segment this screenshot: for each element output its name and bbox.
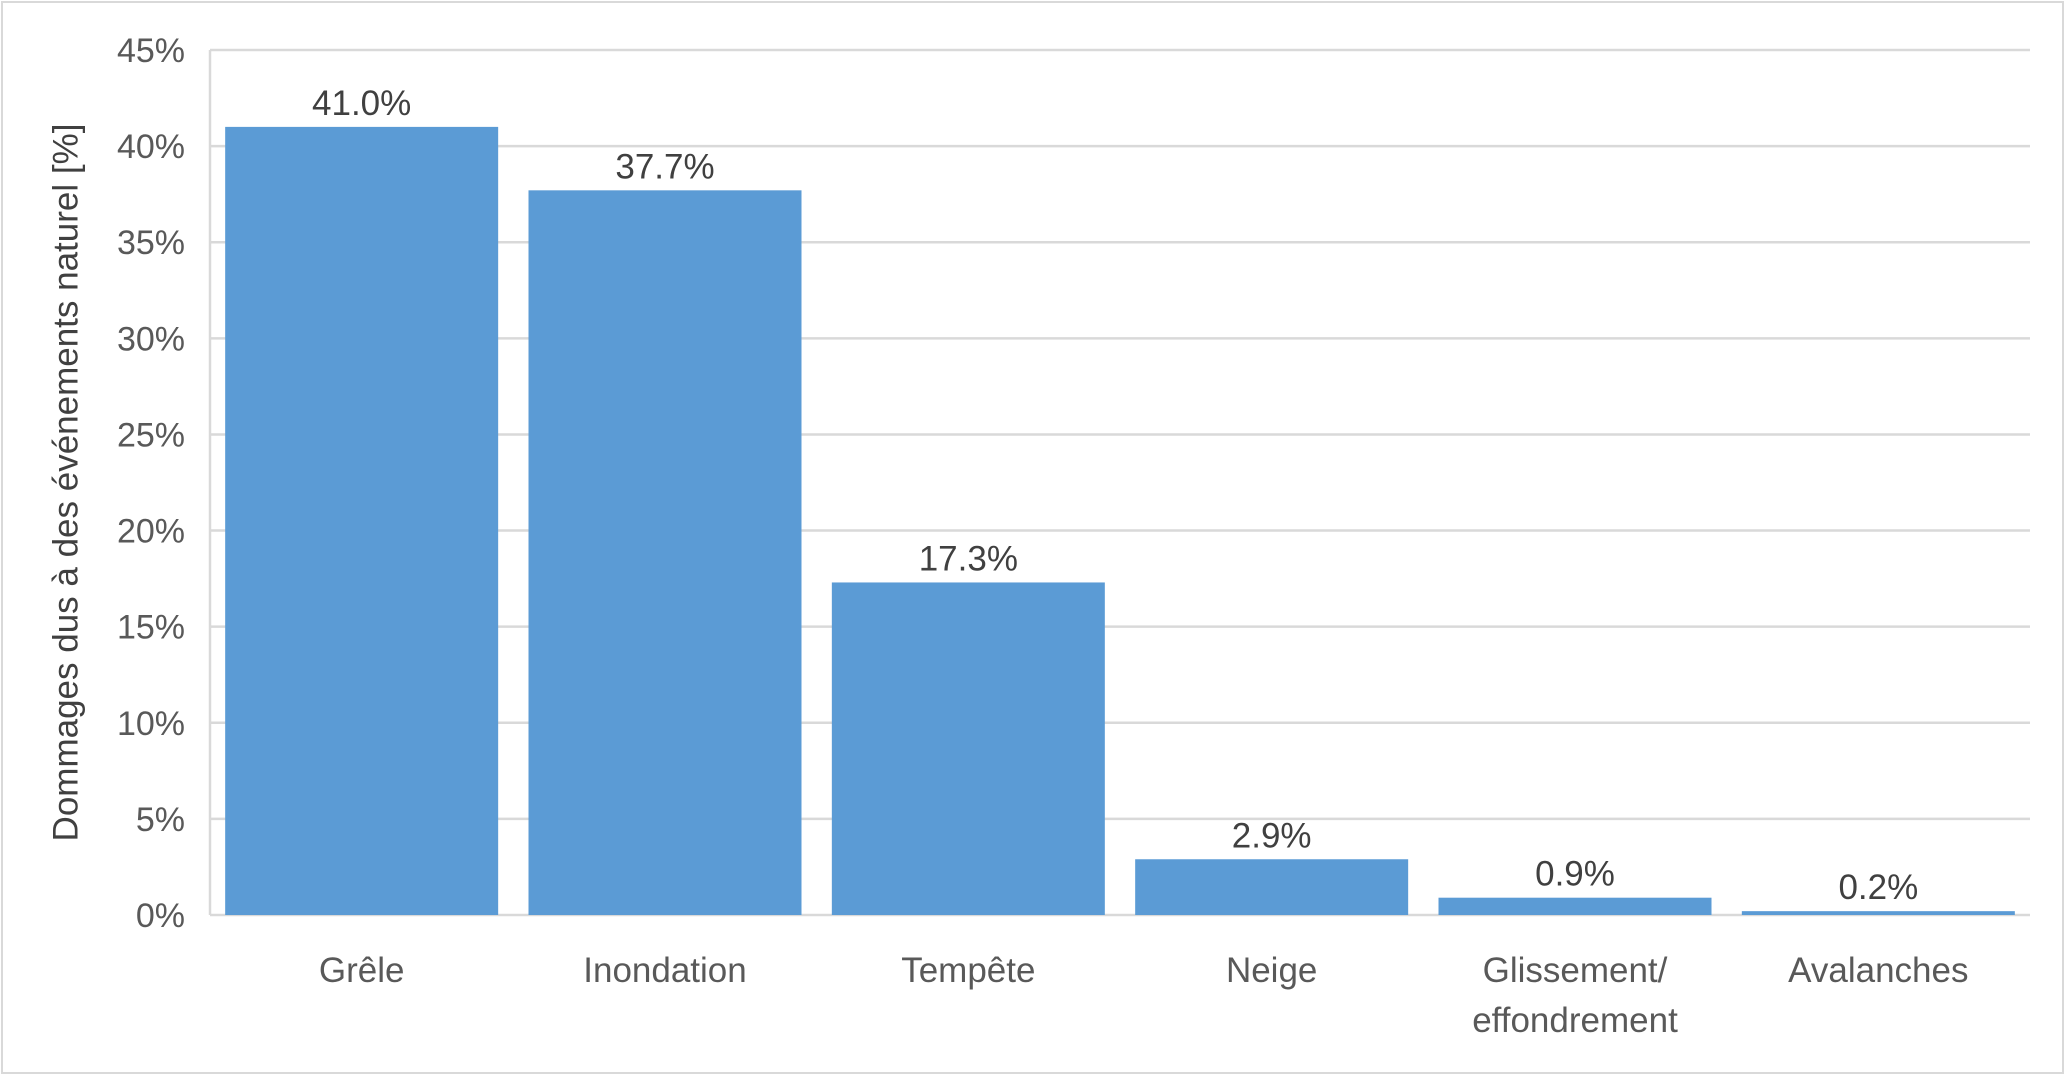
bar (225, 126, 499, 915)
x-tick-label: Inondation (583, 951, 746, 990)
x-tick-label: Glissement/ (1483, 951, 1668, 990)
y-tick-label: 0% (136, 897, 185, 935)
gridlines (208, 48, 2030, 917)
y-axis-ticks: 0% 5% 10% 15% 20% 25% 30% 35% 40% 45% (117, 32, 185, 935)
data-label: 0.2% (1838, 868, 1918, 907)
data-label: 37.7% (615, 147, 714, 186)
data-label: 41.0% (312, 84, 411, 123)
bar (1438, 897, 1712, 915)
bar (1741, 911, 2015, 915)
y-tick-label: 25% (117, 416, 185, 454)
y-tick-label: 15% (117, 609, 185, 647)
bar (1135, 859, 1409, 915)
x-axis-categories: Grêle Inondation Tempête Neige Glissement/ef… (319, 951, 1969, 1040)
x-tick-label: Tempête (901, 951, 1035, 990)
y-tick-label: 40% (117, 128, 185, 166)
data-label: 17.3% (919, 539, 1018, 578)
y-tick-label: 20% (117, 513, 185, 551)
bar (528, 190, 802, 916)
x-tick-label: Grêle (319, 951, 405, 990)
y-tick-label: 35% (117, 224, 185, 262)
data-labels: 41.0% 37.7% 17.3% 2.9% 0.9% 0.2% (312, 84, 1918, 907)
y-tick-label: 45% (117, 32, 185, 70)
y-axis-label: Dommages dus à des événements naturel [%… (46, 124, 85, 842)
data-label: 0.9% (1535, 855, 1615, 894)
y-tick-label: 30% (117, 320, 185, 358)
data-label: 2.9% (1232, 816, 1312, 855)
bars (225, 126, 2015, 916)
x-tick-label: Avalanches (1788, 951, 1968, 990)
y-tick-label: 10% (117, 705, 185, 743)
x-tick-label: Neige (1226, 951, 1317, 990)
bar (831, 582, 1105, 915)
x-tick-label: effondrement (1472, 1001, 1678, 1040)
y-tick-label: 5% (136, 801, 185, 839)
